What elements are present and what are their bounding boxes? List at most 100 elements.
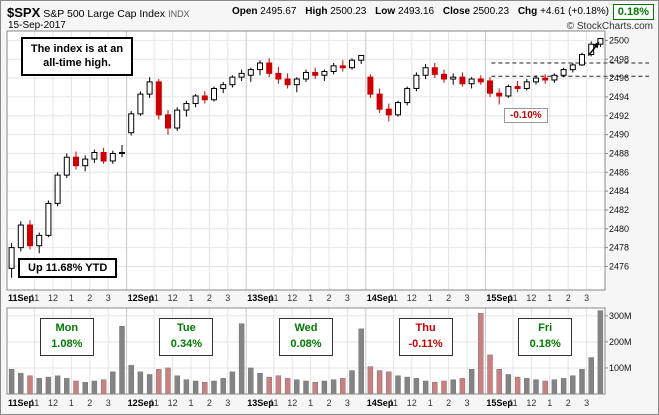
candle-body <box>533 77 539 83</box>
volume-bar <box>294 379 300 395</box>
time-axis-label: 11 <box>389 293 398 303</box>
volume-bar <box>432 382 438 395</box>
time-axis-label: 12 <box>407 398 417 408</box>
price-axis-label: 2480 <box>609 224 629 234</box>
volume-bar <box>570 375 576 395</box>
candle-body <box>395 102 401 116</box>
time-axis-label: 11 <box>269 293 278 303</box>
time-axis-label: 1 <box>428 398 433 408</box>
time-axis-label: 11 <box>30 293 39 303</box>
price-axis-label: 2486 <box>609 167 629 177</box>
time-axis-label: 2 <box>87 293 92 303</box>
time-axis-label: 12 <box>48 293 58 303</box>
volume-bar <box>330 379 337 395</box>
time-axis-label: 12 <box>526 398 536 408</box>
candle-body <box>247 69 254 76</box>
candle-body <box>303 71 309 80</box>
volume-bar <box>73 380 79 395</box>
volume-bar <box>110 371 116 395</box>
time-axis-label: 12 <box>407 293 417 303</box>
volume-bar <box>8 369 15 395</box>
time-axis-label: 12 <box>168 398 178 408</box>
volume-bar <box>588 357 594 395</box>
chart-header: $SPX S&P 500 Large Cap Index INDX <box>7 4 190 22</box>
time-axis-label: 1 <box>308 398 313 408</box>
candle-body <box>275 72 282 80</box>
low-label: Low <box>375 6 396 17</box>
day-name: Fri <box>538 322 553 334</box>
volume-bar <box>192 380 199 395</box>
day-summary-thu: Thu -0.11% <box>398 318 453 356</box>
volume-bar <box>18 372 24 395</box>
time-axis-label: 3 <box>584 293 589 303</box>
volume-bar <box>459 378 466 395</box>
volume-bar <box>165 367 171 395</box>
candle-body <box>211 87 217 101</box>
candle-body <box>441 73 447 80</box>
time-axis-label: 2 <box>207 293 212 303</box>
day-summary-tue: Tue 0.34% <box>159 318 214 356</box>
time-axis-label: 3 <box>345 398 350 408</box>
time-axis-label: 1 <box>547 398 552 408</box>
candle-body <box>45 202 52 236</box>
price-axis-label: 2492 <box>609 111 629 121</box>
day-name: Mon <box>55 322 79 334</box>
date-axis-label: 13Sep <box>247 398 274 408</box>
day-change-pct: 0.34% <box>170 337 202 350</box>
close-label: Close <box>442 6 471 17</box>
time-axis-label: 3 <box>225 398 230 408</box>
date-axis-label: 14Sep <box>367 293 394 303</box>
volume-bar <box>450 379 456 395</box>
close-value: 2500.23 <box>472 6 510 17</box>
candle-body <box>404 87 411 104</box>
volume-bar <box>422 380 429 395</box>
day-summary-fri: Fri 0.18% <box>518 318 573 356</box>
candle-body <box>54 174 61 204</box>
time-axis-label: 12 <box>526 293 536 303</box>
all-time-high-annotation: The index is at an all-time high. <box>21 37 133 76</box>
candle-body <box>330 65 337 72</box>
volume-axis-label: 200M <box>609 337 632 347</box>
candle-body <box>220 84 227 89</box>
candle-body <box>597 38 604 45</box>
friday-dip-annotation: -0.10% <box>504 108 548 123</box>
candle-body <box>413 74 420 89</box>
volume-bar <box>597 310 604 395</box>
candle-body <box>36 234 43 247</box>
volume-bar <box>275 375 282 395</box>
candle-body <box>63 156 70 176</box>
volume-bar <box>119 326 125 395</box>
price-axis-label: 2488 <box>609 148 629 158</box>
time-axis-label: 2 <box>326 293 331 303</box>
date-axis-label: 11Sep <box>8 293 35 303</box>
candle-body <box>82 158 89 167</box>
time-axis-label: 1 <box>308 293 313 303</box>
candle-body <box>91 151 98 160</box>
price-axis-label: 2498 <box>609 54 629 64</box>
ytd-gain-annotation: Up 11.68% YTD <box>18 258 118 278</box>
volume-bar <box>487 354 493 395</box>
time-axis-label: 1 <box>188 293 193 303</box>
date-axis-label: 15Sep <box>486 293 513 303</box>
symbol: $SPX <box>7 5 41 20</box>
candle-body <box>367 76 374 95</box>
volume-bar <box>312 382 318 395</box>
candle-body <box>238 72 245 78</box>
price-panel-border <box>6 30 606 291</box>
volume-bar <box>284 378 291 395</box>
volume-bar <box>524 378 530 395</box>
volume-bar <box>202 382 208 395</box>
volume-bar <box>45 376 52 395</box>
candle-body <box>450 76 457 80</box>
candle-body <box>487 80 493 94</box>
volume-bar <box>514 376 521 395</box>
time-axis-label: 1 <box>188 398 193 408</box>
candle-body <box>477 78 484 83</box>
breakout-arrow <box>587 44 598 56</box>
date-axis-label: 14Sep <box>367 398 394 408</box>
candle-body <box>183 103 190 111</box>
time-axis-label: 12 <box>48 398 58 408</box>
candle-body <box>459 76 466 85</box>
time-axis-label: 12 <box>287 293 297 303</box>
candle-body <box>523 81 530 89</box>
